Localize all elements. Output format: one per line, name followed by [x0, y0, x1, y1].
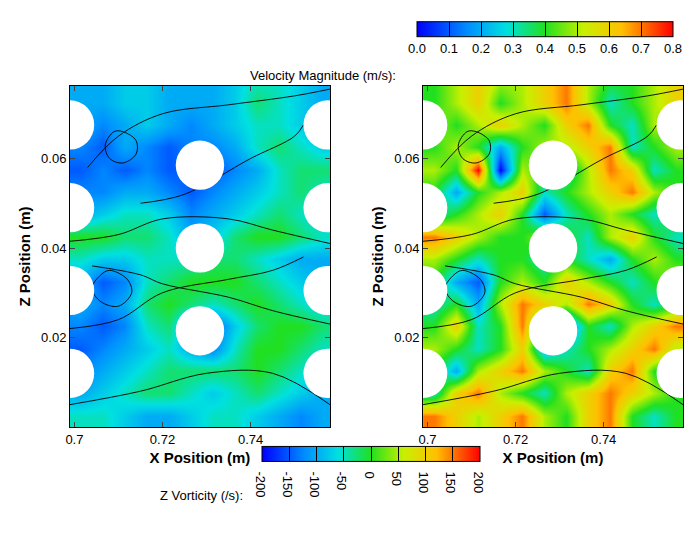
svg-text:0.5: 0.5	[568, 41, 586, 56]
svg-text:0.06: 0.06	[394, 151, 419, 166]
svg-text:-200: -200	[253, 472, 268, 498]
svg-text:Z Position (m): Z Position (m)	[369, 207, 386, 307]
svg-text:0.7: 0.7	[65, 432, 83, 447]
svg-text:0.7: 0.7	[418, 432, 436, 447]
svg-text:0.8: 0.8	[664, 41, 682, 56]
svg-text:0: 0	[362, 472, 377, 479]
svg-text:-150: -150	[280, 472, 295, 498]
svg-text:Z Position (m): Z Position (m)	[16, 207, 33, 307]
svg-text:100: 100	[416, 472, 431, 494]
svg-text:0.04: 0.04	[41, 241, 66, 256]
svg-text:150: 150	[443, 472, 458, 494]
svg-text:Z Vorticity (/s):: Z Vorticity (/s):	[160, 488, 243, 503]
svg-text:0.2: 0.2	[472, 41, 490, 56]
svg-text:Velocity Magnitude (m/s):: Velocity Magnitude (m/s):	[250, 68, 396, 83]
svg-text:0.7: 0.7	[632, 41, 650, 56]
svg-text:0.3: 0.3	[504, 41, 522, 56]
svg-text:0.74: 0.74	[238, 432, 263, 447]
svg-text:0.74: 0.74	[591, 432, 616, 447]
svg-text:0.02: 0.02	[394, 330, 419, 345]
svg-text:0.04: 0.04	[394, 241, 419, 256]
svg-text:0.6: 0.6	[600, 41, 618, 56]
svg-text:200: 200	[471, 472, 486, 494]
svg-text:0.72: 0.72	[150, 432, 175, 447]
svg-text:0.02: 0.02	[41, 330, 66, 345]
svg-text:50: 50	[389, 472, 404, 486]
svg-text:0.72: 0.72	[503, 432, 528, 447]
svg-text:0.4: 0.4	[536, 41, 554, 56]
svg-text:0.06: 0.06	[41, 151, 66, 166]
svg-text:-50: -50	[334, 472, 349, 491]
svg-text:X Position (m): X Position (m)	[503, 449, 604, 466]
svg-text:0.0: 0.0	[408, 41, 426, 56]
svg-text:X Position (m): X Position (m)	[150, 449, 251, 466]
svg-text:-100: -100	[307, 472, 322, 498]
svg-text:0.1: 0.1	[440, 41, 458, 56]
